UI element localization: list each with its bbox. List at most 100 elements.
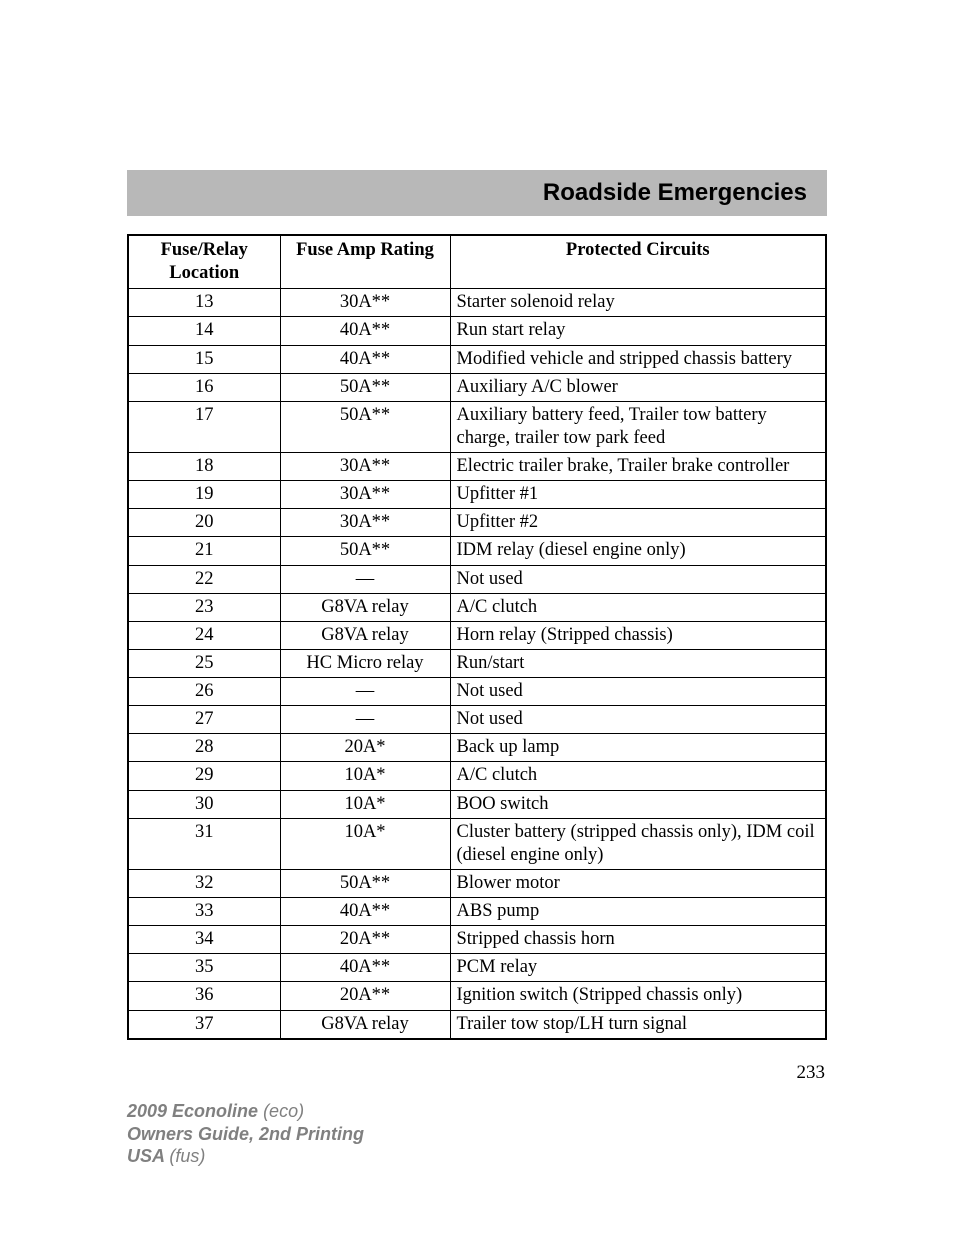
cell-location: 21 <box>128 537 280 565</box>
table-row: 1440A**Run start relay <box>128 317 826 345</box>
cell-amp: G8VA relay <box>280 621 450 649</box>
footer-model-code: (eco) <box>263 1101 304 1121</box>
cell-amp: G8VA relay <box>280 1010 450 1039</box>
cell-amp: — <box>280 565 450 593</box>
footer-line-1: 2009 Econoline (eco) <box>127 1100 364 1123</box>
table-row: 1650A**Auxiliary A/C blower <box>128 373 826 401</box>
table-row: 37G8VA relayTrailer tow stop/LH turn sig… <box>128 1010 826 1039</box>
cell-amp: — <box>280 678 450 706</box>
col-header-amp: Fuse Amp Rating <box>280 235 450 289</box>
table-row: 3340A**ABS pump <box>128 898 826 926</box>
cell-amp: 40A** <box>280 345 450 373</box>
table-row: 3420A**Stripped chassis horn <box>128 926 826 954</box>
table-row: 3110A*Cluster battery (stripped chassis … <box>128 818 826 869</box>
table-row: 26—Not used <box>128 678 826 706</box>
header-title: Roadside Emergencies <box>543 179 807 207</box>
cell-amp: 40A** <box>280 317 450 345</box>
table-row: 3250A**Blower motor <box>128 869 826 897</box>
cell-circuits: Auxiliary A/C blower <box>450 373 826 401</box>
cell-circuits: Cluster battery (stripped chassis only),… <box>450 818 826 869</box>
cell-amp: 10A* <box>280 790 450 818</box>
cell-location: 14 <box>128 317 280 345</box>
cell-circuits: Blower motor <box>450 869 826 897</box>
cell-circuits: Stripped chassis horn <box>450 926 826 954</box>
cell-circuits: ABS pump <box>450 898 826 926</box>
cell-amp: 30A** <box>280 509 450 537</box>
cell-location: 22 <box>128 565 280 593</box>
header-bar: Roadside Emergencies <box>127 170 827 216</box>
cell-location: 36 <box>128 982 280 1010</box>
cell-circuits: Upfitter #1 <box>450 481 826 509</box>
footer: 2009 Econoline (eco) Owners Guide, 2nd P… <box>127 1100 364 1168</box>
table-row: 24G8VA relayHorn relay (Stripped chassis… <box>128 621 826 649</box>
cell-amp: 20A** <box>280 926 450 954</box>
cell-amp: G8VA relay <box>280 593 450 621</box>
cell-circuits: PCM relay <box>450 954 826 982</box>
table-row: 1930A**Upfitter #1 <box>128 481 826 509</box>
cell-amp: 10A* <box>280 762 450 790</box>
cell-circuits: BOO switch <box>450 790 826 818</box>
cell-location: 24 <box>128 621 280 649</box>
cell-location: 19 <box>128 481 280 509</box>
table-row: 3620A**Ignition switch (Stripped chassis… <box>128 982 826 1010</box>
cell-circuits: IDM relay (diesel engine only) <box>450 537 826 565</box>
cell-amp: 40A** <box>280 898 450 926</box>
cell-circuits: Horn relay (Stripped chassis) <box>450 621 826 649</box>
cell-amp: 50A** <box>280 537 450 565</box>
cell-amp: 30A** <box>280 289 450 317</box>
cell-location: 31 <box>128 818 280 869</box>
cell-circuits: Run start relay <box>450 317 826 345</box>
cell-circuits: Electric trailer brake, Trailer brake co… <box>450 453 826 481</box>
table-row: 3540A**PCM relay <box>128 954 826 982</box>
cell-circuits: Back up lamp <box>450 734 826 762</box>
table-row: 1330A**Starter solenoid relay <box>128 289 826 317</box>
cell-circuits: Not used <box>450 678 826 706</box>
cell-location: 26 <box>128 678 280 706</box>
footer-guide: Owners Guide, 2nd Printing <box>127 1123 364 1146</box>
cell-location: 30 <box>128 790 280 818</box>
fuse-table: Fuse/Relay Location Fuse Amp Rating Prot… <box>127 234 827 1040</box>
table-row: 3010A*BOO switch <box>128 790 826 818</box>
cell-location: 25 <box>128 649 280 677</box>
cell-amp: 50A** <box>280 401 450 452</box>
cell-location: 32 <box>128 869 280 897</box>
cell-amp: 40A** <box>280 954 450 982</box>
footer-region: USA <box>127 1146 169 1166</box>
cell-amp: — <box>280 706 450 734</box>
table-row: 27—Not used <box>128 706 826 734</box>
cell-amp: HC Micro relay <box>280 649 450 677</box>
cell-circuits: Modified vehicle and stripped chassis ba… <box>450 345 826 373</box>
cell-amp: 50A** <box>280 869 450 897</box>
page: Roadside Emergencies Fuse/Relay Location… <box>0 0 954 1084</box>
cell-circuits: A/C clutch <box>450 593 826 621</box>
table-row: 1540A**Modified vehicle and stripped cha… <box>128 345 826 373</box>
cell-amp: 20A** <box>280 982 450 1010</box>
cell-location: 18 <box>128 453 280 481</box>
cell-amp: 20A* <box>280 734 450 762</box>
cell-circuits: Starter solenoid relay <box>450 289 826 317</box>
cell-amp: 10A* <box>280 818 450 869</box>
table-row: 23G8VA relayA/C clutch <box>128 593 826 621</box>
cell-location: 34 <box>128 926 280 954</box>
cell-location: 15 <box>128 345 280 373</box>
table-row: 2150A**IDM relay (diesel engine only) <box>128 537 826 565</box>
cell-circuits: Ignition switch (Stripped chassis only) <box>450 982 826 1010</box>
footer-region-code: (fus) <box>169 1146 205 1166</box>
cell-location: 33 <box>128 898 280 926</box>
cell-location: 23 <box>128 593 280 621</box>
cell-circuits: Trailer tow stop/LH turn signal <box>450 1010 826 1039</box>
cell-circuits: Upfitter #2 <box>450 509 826 537</box>
table-row: 2030A**Upfitter #2 <box>128 509 826 537</box>
cell-location: 16 <box>128 373 280 401</box>
cell-circuits: Not used <box>450 706 826 734</box>
cell-location: 27 <box>128 706 280 734</box>
col-header-circuits: Protected Circuits <box>450 235 826 289</box>
cell-location: 29 <box>128 762 280 790</box>
cell-location: 37 <box>128 1010 280 1039</box>
col-header-location: Fuse/Relay Location <box>128 235 280 289</box>
cell-amp: 30A** <box>280 453 450 481</box>
cell-location: 17 <box>128 401 280 452</box>
cell-location: 28 <box>128 734 280 762</box>
table-row: 2820A*Back up lamp <box>128 734 826 762</box>
table-row: 1830A**Electric trailer brake, Trailer b… <box>128 453 826 481</box>
